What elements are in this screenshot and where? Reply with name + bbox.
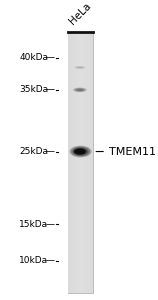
Bar xyxy=(83,32,84,293)
Ellipse shape xyxy=(75,88,85,91)
Ellipse shape xyxy=(74,148,86,155)
Text: 40kDa: 40kDa xyxy=(19,53,48,62)
Text: 35kDa: 35kDa xyxy=(19,85,48,94)
Text: 15kDa: 15kDa xyxy=(19,220,48,229)
Text: TMEM11: TMEM11 xyxy=(109,146,156,157)
Bar xyxy=(91,32,92,293)
Bar xyxy=(68,32,93,293)
Bar xyxy=(86,32,87,293)
Bar xyxy=(73,32,74,293)
Text: 10kDa: 10kDa xyxy=(19,256,48,265)
Bar xyxy=(78,32,79,293)
Ellipse shape xyxy=(70,146,92,158)
Bar xyxy=(76,32,77,293)
Ellipse shape xyxy=(74,148,87,155)
Bar xyxy=(70,32,71,293)
Text: —: — xyxy=(46,85,55,94)
Bar xyxy=(79,32,80,293)
Bar xyxy=(69,32,70,293)
Bar xyxy=(68,32,69,293)
Bar xyxy=(85,32,86,293)
Ellipse shape xyxy=(73,147,88,156)
Bar xyxy=(92,32,93,293)
Bar xyxy=(72,32,73,293)
Bar xyxy=(81,32,82,293)
Ellipse shape xyxy=(73,88,87,92)
Text: HeLa: HeLa xyxy=(68,1,93,27)
Ellipse shape xyxy=(75,66,85,69)
Ellipse shape xyxy=(77,67,83,68)
Ellipse shape xyxy=(77,89,83,91)
Bar xyxy=(84,32,85,293)
Text: —: — xyxy=(46,220,55,229)
Bar xyxy=(87,32,88,293)
Ellipse shape xyxy=(77,149,84,154)
Ellipse shape xyxy=(71,146,90,157)
Bar xyxy=(90,32,91,293)
Bar xyxy=(71,32,72,293)
Text: 25kDa: 25kDa xyxy=(19,147,48,156)
Bar xyxy=(82,32,83,293)
Bar xyxy=(74,32,75,293)
Bar xyxy=(77,32,78,293)
Text: —: — xyxy=(46,147,55,156)
Bar xyxy=(80,32,81,293)
Text: —: — xyxy=(46,53,55,62)
Bar xyxy=(88,32,89,293)
Bar xyxy=(75,32,76,293)
Bar xyxy=(89,32,90,293)
Text: —: — xyxy=(46,256,55,265)
